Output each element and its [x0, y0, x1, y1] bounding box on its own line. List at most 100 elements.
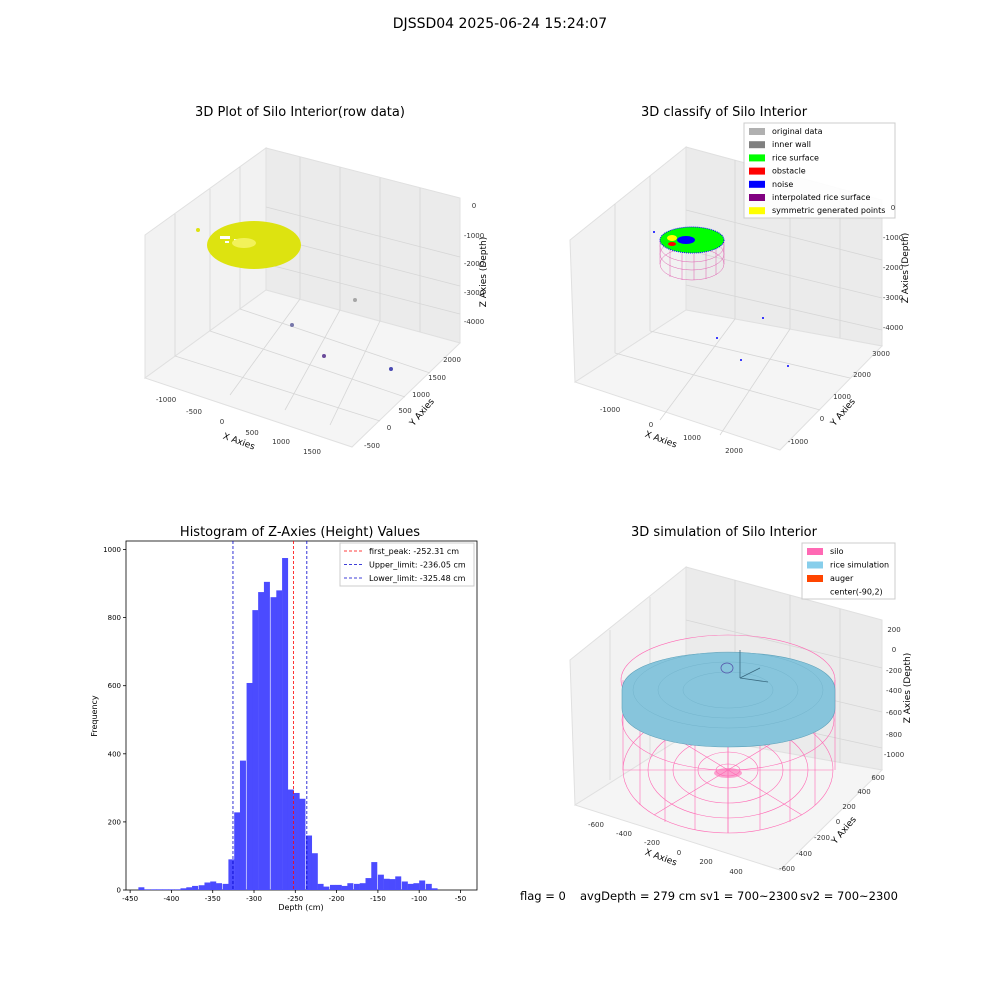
raw-point-outlier [290, 323, 294, 327]
histogram-bar [210, 881, 217, 890]
histogram-bar [198, 885, 205, 890]
panel-raw-3d: 3D Plot of Silo Interior(row data) -1000… [143, 105, 489, 456]
y-tick: 1500 [428, 374, 446, 382]
histogram-bar [299, 798, 306, 890]
x-axis-label: X Axies [643, 430, 678, 451]
histogram-bar [216, 883, 223, 890]
y-axis-label: Y Axies [408, 397, 437, 429]
z-tick: 0 [892, 646, 896, 654]
histogram-bar [234, 812, 241, 890]
histogram-bar [347, 883, 354, 890]
histogram-bar [306, 835, 313, 890]
x-tick: 0 [220, 418, 224, 426]
z-axis-label: Z Axies (Depth) [479, 237, 489, 308]
z-tick: -3000 [883, 294, 903, 302]
histogram-bar [204, 882, 211, 890]
histogram-title: Histogram of Z-Axies (Height) Values [180, 525, 420, 540]
x-tick-label: -50 [455, 895, 466, 903]
x-tick-label: -250 [287, 895, 303, 903]
histogram-bar [222, 883, 229, 890]
histogram-bar [419, 880, 426, 890]
histogram-bar [389, 879, 396, 890]
histogram-bar [228, 859, 235, 890]
legend-label: rice surface [772, 153, 819, 162]
histogram-bar [293, 792, 300, 890]
legend-label: interpolated rice surface [772, 193, 870, 202]
histogram-bar [335, 884, 342, 890]
y-tick-label: 800 [108, 614, 121, 622]
raw-point-outlier [196, 228, 200, 232]
y-tick: -500 [364, 442, 380, 450]
auger-marker [720, 662, 734, 674]
histogram-bar [287, 789, 294, 890]
z-axis-label: Z Axies (Depth) [903, 653, 913, 724]
histogram-bar [413, 883, 420, 890]
histogram-bar [431, 888, 438, 890]
y-tick: 1000 [412, 391, 430, 399]
y-tick: 400 [857, 788, 870, 796]
histogram-bar [270, 597, 277, 890]
histogram-bar [258, 592, 265, 890]
y-tick: 500 [398, 407, 411, 415]
z-tick: -1000 [464, 232, 484, 240]
histogram-bar [180, 888, 187, 890]
y-tick-label: 1000 [103, 546, 121, 554]
x-tick: -500 [186, 408, 202, 416]
noise-point [740, 359, 742, 361]
histogram-bar [425, 883, 432, 890]
x-tick-label: -350 [205, 895, 221, 903]
flag-text: flag = 0 [520, 889, 566, 903]
legend-swatch [807, 575, 823, 582]
y-axis-label: Y Axies [830, 815, 859, 847]
z-tick: -600 [886, 709, 902, 717]
legend-swatch [749, 180, 765, 188]
y-tick: 3000 [872, 350, 890, 358]
y-tick: 0 [820, 415, 824, 423]
x-tick-label: -300 [246, 895, 262, 903]
histogram-bar [150, 889, 157, 890]
x-tick: -400 [616, 830, 632, 838]
z-tick: 0 [472, 202, 476, 210]
histogram-bar [144, 889, 151, 890]
floor-pane [143, 289, 461, 448]
obstacle-points [668, 242, 676, 246]
auger-shaft [739, 650, 769, 683]
y-tick: -600 [779, 865, 795, 873]
y-tick: 600 [871, 774, 884, 782]
x-tick: -1000 [156, 396, 176, 404]
figure-title: DJSSD04 2025-06-24 15:24:07 [392, 16, 608, 32]
raw-surface-highlight [232, 238, 256, 248]
legend-swatch [807, 561, 823, 569]
z-tick: 200 [887, 626, 900, 634]
legend-label: noise [772, 180, 793, 189]
z-tick: -4000 [883, 324, 903, 332]
noise-point [762, 317, 764, 319]
histogram-bar [263, 581, 270, 890]
histogram-bar [168, 889, 175, 890]
histogram-bar [192, 885, 199, 890]
histogram-bar [162, 889, 169, 890]
histogram-bar [377, 874, 384, 890]
histogram-bar [341, 885, 348, 890]
x-tick-label: -450 [122, 895, 138, 903]
y-tick: -400 [796, 850, 812, 858]
histogram-bar [359, 883, 366, 890]
legend-swatch [749, 167, 765, 175]
y-axis-label: Y Axies [829, 397, 858, 429]
sv1-text: sv1 = 700~2300 [700, 889, 798, 903]
panel-classify-title: 3D classify of Silo Interior [641, 105, 808, 120]
x-axis-label: Depth (cm) [278, 903, 323, 912]
y-tick-label: 0 [117, 887, 121, 895]
y-tick: 2000 [853, 371, 871, 379]
rice-surface-mesh [632, 651, 824, 729]
y-tick: 0 [387, 424, 391, 432]
raw-point-outlier [353, 298, 357, 302]
legend-label: center(-90,2) [830, 588, 883, 597]
z-tick: -400 [886, 687, 902, 695]
legend-label: silo [830, 547, 844, 556]
noise-point [653, 231, 655, 233]
x-tick: 400 [729, 868, 742, 876]
y-tick-label: 200 [108, 818, 121, 826]
legend-label: obstacle [772, 167, 806, 176]
legend-label: rice simulation [830, 561, 889, 570]
